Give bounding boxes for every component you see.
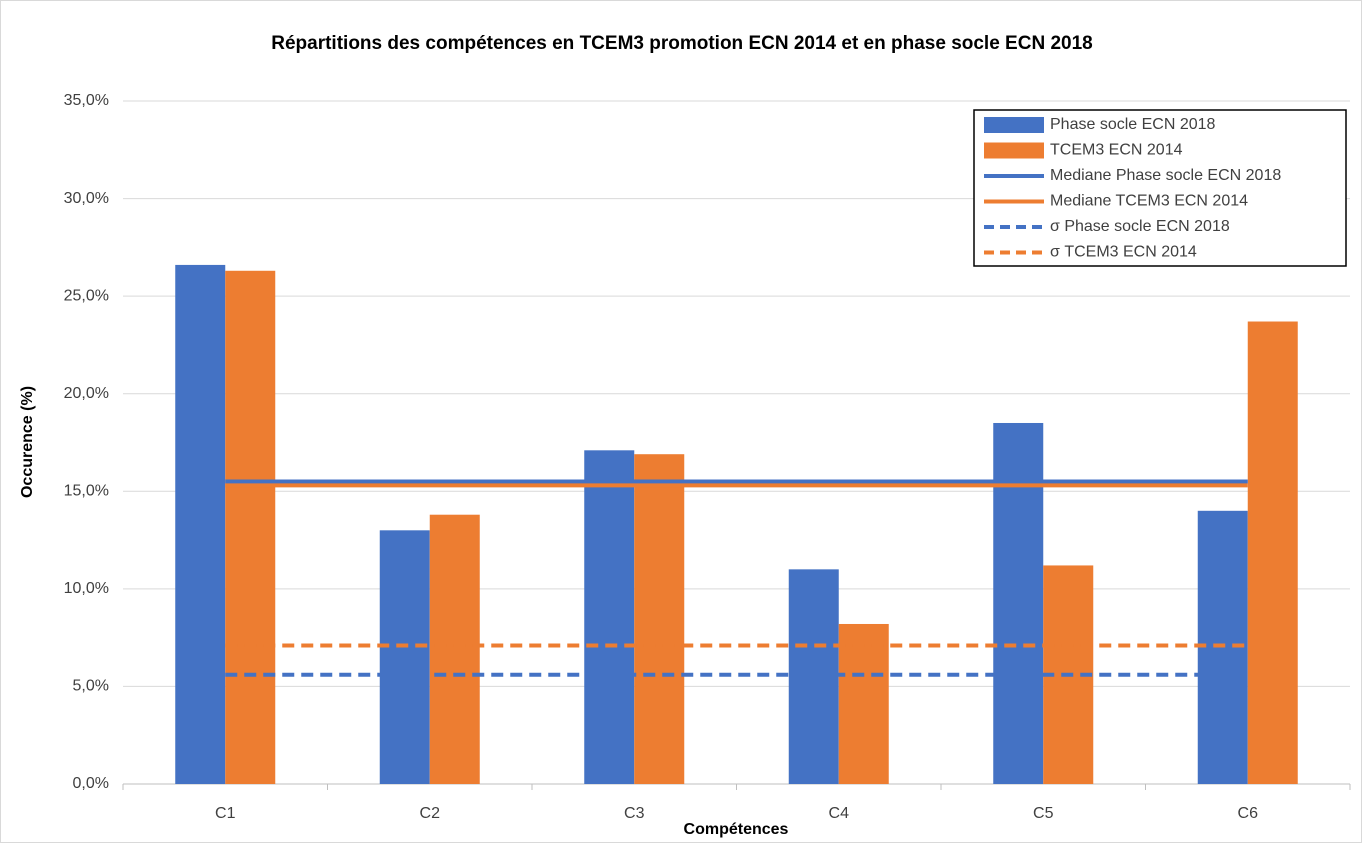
bar: [429, 514, 480, 784]
y-tick-label: 25,0%: [64, 287, 109, 304]
y-tick-label: 35,0%: [64, 92, 109, 109]
x-axis-title: Compétences: [684, 821, 789, 838]
legend-label: σ Phase socle ECN 2018: [1050, 218, 1230, 235]
x-tick-label: C6: [1238, 805, 1259, 822]
x-tick-label: C3: [624, 805, 645, 822]
bar: [379, 530, 430, 784]
y-tick-label: 0,0%: [73, 775, 109, 792]
x-tick-label: C5: [1033, 805, 1054, 822]
legend-label: σ TCEM3 ECN 2014: [1050, 244, 1197, 261]
bar: [584, 450, 635, 784]
bar: [225, 270, 276, 784]
bar: [175, 264, 226, 784]
legend-label: Mediane Phase socle ECN 2018: [1050, 167, 1281, 184]
bar: [993, 422, 1044, 784]
legend-label: Phase socle ECN 2018: [1050, 116, 1216, 133]
legend-label: Mediane TCEM3 ECN 2014: [1050, 193, 1248, 210]
x-tick-label: C1: [215, 805, 236, 822]
y-tick-label: 30,0%: [64, 190, 109, 207]
y-tick-label: 10,0%: [64, 580, 109, 597]
bar: [838, 623, 889, 784]
y-tick-label: 20,0%: [64, 385, 109, 402]
legend-label: TCEM3 ECN 2014: [1050, 142, 1183, 159]
y-tick-label: 5,0%: [73, 678, 109, 695]
legend-box: [973, 109, 1347, 267]
x-tick-label: C2: [420, 805, 441, 822]
bar: [634, 454, 685, 784]
y-tick-label: 15,0%: [64, 483, 109, 500]
y-axis-title: Occurence (%): [19, 386, 36, 498]
bar: [1247, 321, 1298, 784]
chart-title: Répartitions des compétences en TCEM3 pr…: [271, 33, 1092, 54]
x-tick-label: C4: [829, 805, 850, 822]
legend-swatch: [984, 117, 1044, 133]
legend-swatch: [984, 142, 1044, 159]
